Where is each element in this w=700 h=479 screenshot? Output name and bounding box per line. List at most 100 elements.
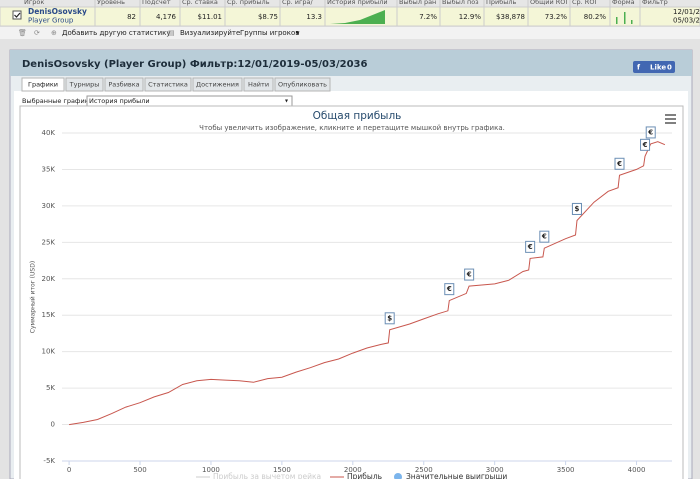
select-label: Выбранные графики: (22, 97, 95, 105)
player-group: Player Group (28, 17, 74, 25)
filter-start: 12/01/201 (673, 8, 700, 16)
tab-label: Графики (28, 81, 58, 89)
select-value: История прибыли (89, 97, 150, 105)
win-flag-label: € (541, 233, 547, 241)
y-tick-label: 30K (42, 202, 56, 210)
chart-title: Общая прибыль (313, 110, 402, 122)
column-header[interactable]: Форма (612, 0, 635, 6)
icon-delete[interactable]: 🗑 (18, 28, 27, 37)
y-tick-label: 20K (42, 275, 56, 283)
icon-visualize[interactable]: ▤ (168, 29, 175, 37)
column-header[interactable]: Ср. ставка (182, 0, 218, 6)
like-label: Like (650, 64, 666, 72)
like-count: 0 (667, 64, 672, 72)
win-flag[interactable] (614, 157, 625, 170)
column-header[interactable]: История прибыли (327, 0, 388, 6)
column-header[interactable]: Общий ROI (530, 0, 567, 6)
column-header[interactable]: Ср. ROI (572, 0, 596, 6)
x-tick-label: 2500 (415, 466, 433, 474)
panel-header (10, 50, 692, 76)
win-flag-label: € (446, 285, 452, 293)
win-flag[interactable] (384, 312, 395, 325)
panel-title: DenisOsovsky (Player Group) Фильтр:12/01… (22, 59, 368, 70)
win-flag[interactable] (640, 138, 651, 151)
tab-label: Разбивка (108, 81, 139, 89)
win-flag[interactable] (525, 240, 536, 253)
win-flag[interactable] (444, 283, 455, 296)
legend-label[interactable]: Прибыль (347, 472, 382, 479)
y-tick-label: 25K (42, 238, 56, 246)
add-stat-button[interactable]: Добавить другую статистику (62, 29, 171, 37)
win-flag-label: € (527, 243, 533, 251)
tab[interactable] (65, 77, 104, 92)
x-tick-label: 2000 (344, 466, 362, 474)
fb-icon: f (637, 64, 641, 72)
tab-label: Найти (248, 81, 269, 89)
win-flag-label: $ (575, 205, 580, 213)
filter-end: 05/03/203 (673, 17, 700, 25)
x-tick-label: 4000 (628, 466, 646, 474)
table-cell: 13.3 (306, 13, 322, 21)
table-cell: 82 (127, 13, 136, 21)
column-header[interactable]: Выбыл поз (442, 0, 479, 6)
checkbox[interactable] (12, 10, 22, 20)
tab-label: Опубликовать (278, 81, 327, 89)
table-row[interactable] (0, 6, 700, 27)
profit-line (69, 141, 666, 426)
groups-button[interactable]: Группы игроков (240, 29, 299, 37)
icon-refresh[interactable]: ⟳ (34, 29, 40, 37)
win-flag[interactable] (464, 268, 475, 281)
x-tick-label: 0 (67, 466, 71, 474)
table-cell: 80.2% (584, 13, 607, 21)
win-flag[interactable] (571, 202, 582, 215)
table-cell: $11.01 (198, 13, 223, 21)
column-header[interactable]: Фильтр (642, 0, 668, 6)
chart-box (19, 105, 684, 479)
tab[interactable] (274, 77, 331, 92)
tab[interactable] (21, 77, 65, 92)
visualize-button[interactable]: Визуализируйте (180, 29, 240, 37)
column-header[interactable]: Игрок (24, 0, 44, 6)
win-flag-label: € (616, 160, 622, 168)
column-header[interactable]: Ср. игра/ (282, 0, 314, 6)
column-header[interactable]: Ср. прибыль (227, 0, 270, 6)
like-button[interactable] (633, 61, 675, 73)
tab[interactable] (243, 77, 274, 92)
column-header[interactable]: Уровень (97, 0, 125, 6)
y-tick-label: 0 (51, 421, 55, 429)
y-tick-label: 40K (42, 129, 56, 137)
win-flag-label: $ (387, 314, 392, 322)
legend-symbol (394, 473, 402, 479)
win-flag-label: € (642, 141, 648, 149)
column-header[interactable]: Выбыл ран (399, 0, 436, 6)
legend-label[interactable]: Значительные выигрыши (406, 472, 507, 479)
player-name[interactable]: DenisOsovsky (28, 7, 87, 16)
win-flag[interactable] (645, 126, 656, 139)
chart-subtitle: Чтобы увеличить изображение, кликните и … (199, 124, 505, 132)
x-tick-label: 1000 (202, 466, 220, 474)
table-cell: $8.75 (258, 13, 278, 21)
tab[interactable] (192, 77, 243, 92)
dropdown-arrow[interactable]: ▾ (296, 29, 300, 37)
y-tick-label: -5K (43, 457, 55, 465)
legend-label[interactable]: Прибыль за вычетом рейка (213, 472, 321, 479)
form-bars (616, 12, 633, 24)
win-flag-label: € (466, 271, 472, 279)
y-axis-title: Суммарный итог (USD) (30, 261, 37, 333)
tab[interactable] (104, 77, 144, 92)
win-flag[interactable] (539, 230, 550, 243)
chart-menu[interactable] (665, 114, 676, 124)
table-cell: 4,176 (156, 13, 177, 21)
tab-label: Турниры (69, 81, 100, 89)
table-cell: 73.2% (545, 13, 568, 21)
tab[interactable] (144, 77, 192, 92)
toolbar (0, 27, 700, 39)
table-cell: $38,878 (496, 13, 525, 21)
icon-add[interactable]: ⊕ (51, 29, 57, 37)
y-tick-label: 10K (42, 348, 56, 356)
column-header[interactable]: Прибыль (486, 0, 517, 6)
column-header[interactable]: Подсчет (142, 0, 171, 6)
checkmark (14, 12, 21, 18)
profit-sparkline (330, 10, 385, 24)
tab-label: Статистика (148, 81, 188, 89)
